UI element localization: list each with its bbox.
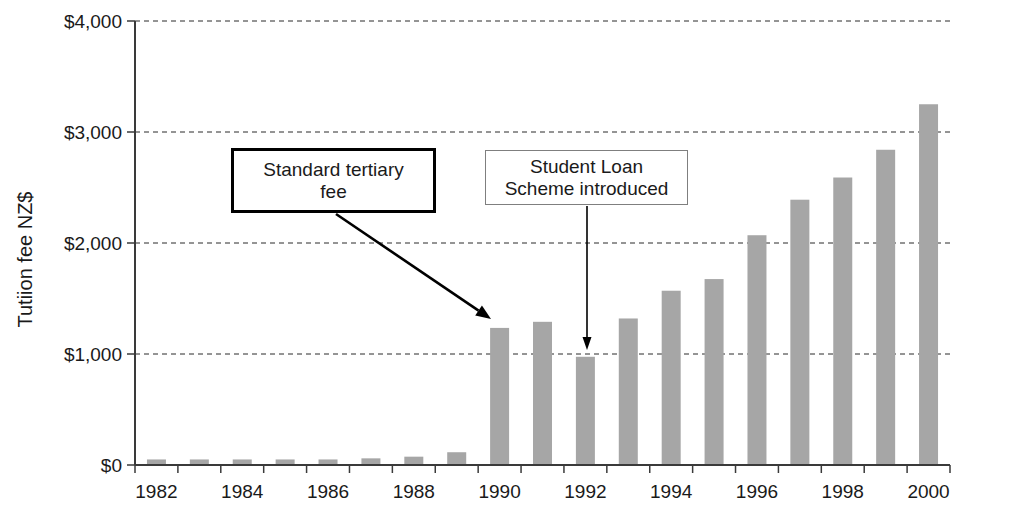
- x-tick-label-1994: 1994: [650, 481, 693, 502]
- x-tick-label-2000: 2000: [907, 481, 949, 502]
- bar-1993: [619, 318, 638, 465]
- y-tick-label-3000: $3,000: [64, 122, 122, 143]
- x-tick-label-1998: 1998: [822, 481, 864, 502]
- bar-1990: [490, 328, 509, 465]
- bar-1992: [576, 357, 595, 465]
- bar-1996: [747, 235, 766, 465]
- bar-1995: [705, 279, 724, 465]
- annotation-student-loan-scheme: Student Loan Scheme introduced: [485, 150, 688, 205]
- bar-1988: [404, 457, 423, 465]
- x-tick-label-1984: 1984: [221, 481, 264, 502]
- y-tick-label-0: $0: [101, 455, 122, 476]
- y-axis-title: Tutiion fee NZ$: [14, 160, 37, 360]
- y-tick-label-4000: $4,000: [64, 11, 122, 32]
- y-tick-label-2000: $2,000: [64, 233, 122, 254]
- y-tick-label-1000: $1,000: [64, 344, 122, 365]
- annotation-text-line: Student Loan: [486, 156, 687, 178]
- bar-1997: [790, 200, 809, 465]
- x-tick-label-1982: 1982: [135, 481, 177, 502]
- x-tick-label-1986: 1986: [307, 481, 349, 502]
- annotation-arrow-line-standard-tertiary-fee: [336, 214, 479, 311]
- bar-2000: [919, 104, 938, 465]
- annotation-text-line: Scheme introduced: [486, 178, 687, 200]
- bar-1994: [662, 291, 681, 465]
- annotation-text-line: Standard tertiary: [234, 159, 433, 181]
- bar-1989: [447, 452, 466, 465]
- annotation-arrowhead-standard-tertiary-fee: [475, 306, 491, 319]
- tuition-fee-chart-figure: $0 $1,000 $2,000 $3,000 $4,000 1982 1984 1986 19…: [0, 0, 1023, 516]
- annotation-text-line: fee: [234, 181, 433, 203]
- x-tick-label-1992: 1992: [564, 481, 606, 502]
- bar-1998: [833, 178, 852, 465]
- x-tick-label-1988: 1988: [393, 481, 435, 502]
- annotation-standard-tertiary-fee: Standard tertiary fee: [231, 148, 436, 213]
- annotation-arrowhead-student-loan-scheme: [583, 337, 592, 350]
- bar-1999: [876, 150, 895, 465]
- chart-canvas: $0 $1,000 $2,000 $3,000 $4,000 1982 1984 1986 19…: [0, 0, 1023, 516]
- bar-1991: [533, 322, 552, 465]
- x-tick-label-1996: 1996: [736, 481, 778, 502]
- x-tick-label-1990: 1990: [478, 481, 520, 502]
